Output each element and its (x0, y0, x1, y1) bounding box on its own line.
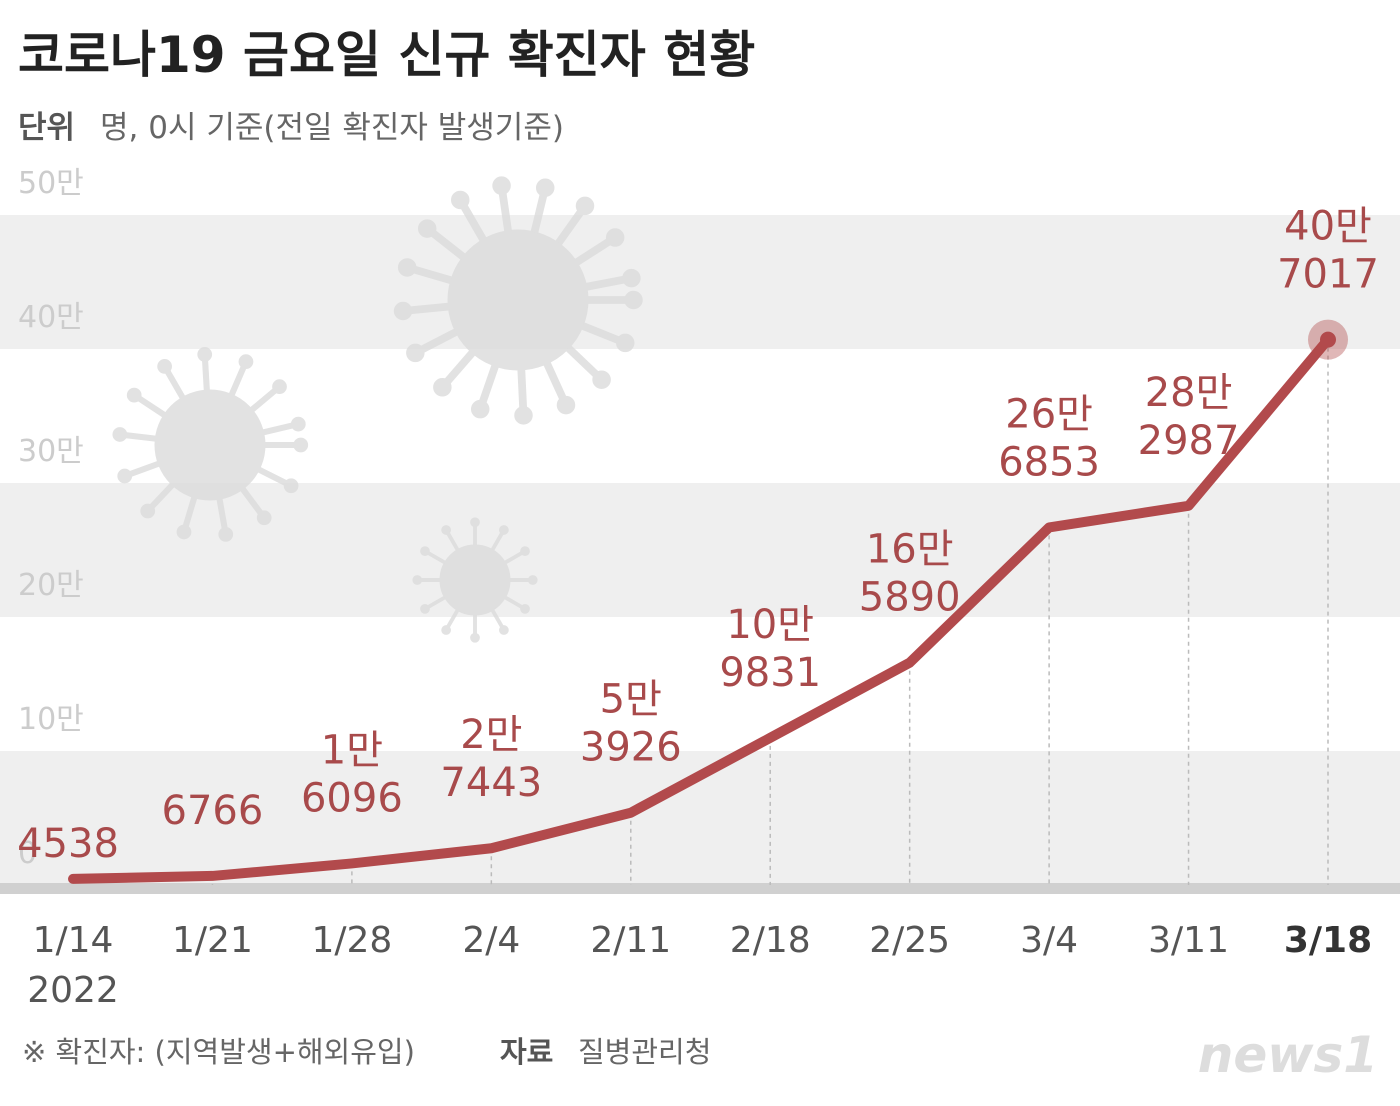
source-label: 자료 (500, 1035, 553, 1069)
virus-tip (283, 478, 299, 494)
x-tick-label: 2/11 (590, 920, 671, 961)
value-label: 40만 7017 (1277, 204, 1379, 298)
value-label: 28만 2987 (1138, 370, 1240, 464)
virus-tip (527, 575, 538, 585)
y-tick-label: 20만 (18, 568, 84, 603)
y-tick-label: 30만 (18, 434, 84, 469)
source: 질병관리청 (578, 1035, 711, 1069)
virus-body (154, 389, 266, 501)
virus-tip (622, 268, 641, 288)
virus-tip (290, 416, 306, 432)
x-tick-label: 3/4 (1020, 920, 1078, 961)
background (0, 215, 1400, 885)
x-tick-label: 3/11 (1148, 920, 1229, 961)
virus-tip (492, 176, 511, 195)
value-label: 6766 (162, 788, 264, 834)
virus-tip (615, 333, 635, 353)
band (0, 215, 1400, 349)
virus-tip (575, 196, 595, 216)
x-year-label: 2022 (27, 970, 119, 1011)
virus-tip (470, 517, 480, 528)
virus-tip (157, 359, 172, 374)
value-label: 2만 7443 (440, 712, 542, 806)
subtitle: 명, 0시 기준(전일 확진자 발생기준) (100, 110, 564, 146)
y-tick-label: 50만 (18, 166, 84, 201)
virus-tip (117, 468, 133, 484)
note: ※ 확진자: (지역발생+해외유입) (22, 1035, 415, 1069)
virus-tip (592, 370, 611, 389)
virus-tip (393, 301, 413, 321)
virus-tip (499, 525, 509, 535)
virus-tip (218, 526, 234, 542)
virus-tip (112, 427, 128, 442)
virus-tip (624, 290, 643, 310)
virus-tip (605, 228, 625, 247)
virus-tip (238, 354, 254, 370)
virus-tip (470, 399, 490, 419)
virus-tip (272, 379, 287, 395)
virus-tip (520, 546, 530, 556)
value-label: 10만 9831 (719, 602, 821, 696)
value-label: 16만 5890 (859, 527, 961, 621)
logo: news1 (1198, 1026, 1378, 1084)
value-label: 1만 6096 (301, 727, 403, 821)
unit-label: 단위 (18, 110, 75, 146)
virus-tip (256, 510, 272, 526)
virus-tip (406, 343, 425, 363)
x-tick-label: 2/25 (869, 920, 950, 961)
x-tick-label: 2/4 (462, 920, 520, 961)
virus-tip (176, 524, 192, 540)
virus-decoration (112, 176, 643, 643)
virus-tip (433, 378, 452, 397)
virus-body (439, 544, 511, 616)
x-tick-label: 3/18 (1284, 920, 1372, 961)
y-tick-label: 40만 (18, 300, 84, 335)
x-tick-label: 1/14 (33, 920, 114, 961)
virus-tip (293, 437, 309, 453)
x-tick-label: 1/28 (311, 920, 392, 961)
virus-tip (499, 625, 509, 635)
value-label: 4538 (17, 821, 119, 867)
virus-tip (470, 632, 480, 643)
virus-tip (441, 625, 451, 635)
virus-body (447, 229, 589, 371)
virus-tip (417, 219, 437, 238)
virus-tip (514, 406, 533, 425)
y-tick-label: 0 (18, 836, 37, 871)
x-tick-label: 1/21 (172, 920, 253, 961)
line (68, 334, 1333, 884)
virus-tip (397, 258, 417, 277)
chart-title: 코로나19 금요일 신규 확진자 현황 (18, 26, 755, 84)
x-tick-label: 2/18 (730, 920, 811, 961)
virus-tip (535, 178, 555, 198)
y-tick-label: 10만 (18, 702, 84, 737)
value-label: 5만 3926 (580, 677, 682, 771)
virus-tip (556, 395, 576, 415)
virus-tip (420, 546, 430, 556)
virus-tip (197, 347, 213, 362)
virus-tip (126, 387, 142, 403)
virus-tip (520, 604, 530, 614)
virus-tip (140, 503, 156, 519)
value-label: 26만 6853 (998, 391, 1100, 485)
plot: 0 10만 20만 30만 40만 50만 1/14 1/21 1/28 2/4 2/11 2/18 2… (0, 166, 1400, 1011)
x-axis (0, 883, 1400, 894)
virus-tip (441, 525, 451, 535)
virus-tip (420, 604, 430, 614)
virus-tip (451, 190, 470, 210)
virus-tip (412, 575, 423, 585)
end-point (1320, 331, 1336, 348)
